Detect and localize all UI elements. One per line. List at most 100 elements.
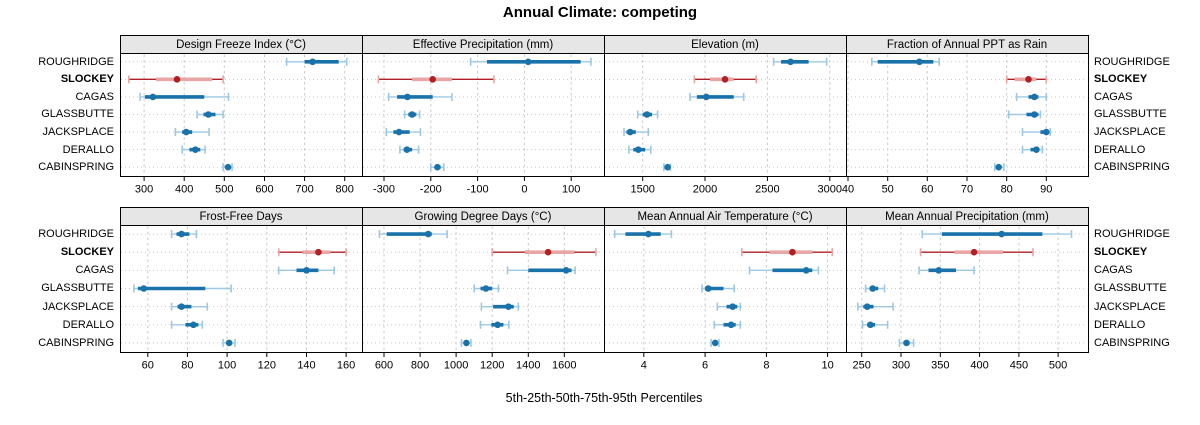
site-label-roughridge: ROUGHRIDGE [38,228,114,241]
axis-tick-label: 400 [970,360,988,372]
median-dot [711,339,719,347]
median-dot [916,58,923,66]
median-dot [178,230,185,238]
median-dot [408,111,416,118]
median-dot [1033,146,1040,153]
median-dot [664,163,671,171]
panel-mean-annual-air-temperature-c: Mean Annual Air Temperature (°C) 4 6 8 10 [604,207,847,372]
axis-tick-label: 400 [175,184,193,196]
axis-tick-label: 500 [1049,360,1067,372]
axis-tick-label: 250 [853,360,871,372]
panel-frost-free-days: Frost-Free Days 60 80 100 120 140 160 [120,207,363,372]
axis-tick-label: 600 [255,184,273,196]
panel-border [846,53,1089,177]
median-dot [424,230,432,238]
median-dot [463,339,470,347]
axis-tick-label: 40 [842,184,854,196]
median-dot [935,267,942,274]
axis-tick-label: 10 [821,360,833,372]
axis-tick-label: 80 [1001,184,1013,196]
site-label-glassbutte: GLASSBUTTE [41,108,114,121]
site-label-cabinspring: CABINSPRING [1094,336,1170,349]
median-dot [395,128,403,136]
axis-tick-label: 120 [258,360,276,372]
site-label-roughridge: ROUGHRIDGE [1094,55,1170,68]
median-dot [178,303,185,310]
axis-tick-label: 60 [142,360,154,372]
median-dot [429,76,436,83]
axis-tick-label: 1600 [552,360,576,372]
median-dot [315,248,322,256]
median-dot [802,267,810,274]
axis-tick-label: 80 [181,360,193,372]
median-dot [173,76,181,83]
axis-tick-label: -100 [467,184,489,196]
median-dot [494,321,501,329]
panel-title: Fraction of Annual PPT as Rain [887,39,1047,51]
median-dot [704,285,712,292]
median-dot [626,128,634,136]
axis-tick-label: 6 [702,360,708,372]
axis-tick-label: 3000 [818,184,842,196]
axis-tick-label: 600 [375,360,393,372]
axis-tick-label: 300 [892,360,910,372]
site-label-cagas: CAGAS [75,264,114,277]
median-dot [970,248,978,256]
site-label-slockey: SLOCKEY [60,246,114,259]
median-dot [787,58,794,66]
axis-tick-label: 800 [336,184,354,196]
panel-title: Elevation (m) [691,39,759,51]
median-dot [729,303,736,310]
axis-tick-label: 1000 [444,360,468,372]
axis-tick-label: 500 [215,184,233,196]
site-label-cagas: CAGAS [75,90,114,103]
panel-title: Design Freeze Index (°C) [176,39,306,51]
site-label-derallo: DERALLO [62,143,114,156]
median-dot [867,321,874,329]
site-label-derallo: DERALLO [1094,318,1146,331]
panel-title: Frost-Free Days [199,211,282,223]
site-label-glassbutte: GLASSBUTTE [41,282,114,295]
axis-tick-label: 700 [295,184,313,196]
median-dot [1031,111,1038,118]
axis-tick-label: 60 [921,184,933,196]
median-dot [524,58,532,66]
axis-tick-label: 2500 [755,184,779,196]
axis-tick-label: 8 [763,360,769,372]
axis-tick-label: 70 [961,184,973,196]
median-dot [482,285,490,292]
median-dot [721,76,729,83]
axis-tick-label: 2000 [693,184,717,196]
median-dot [789,248,796,256]
panel-border [846,225,1089,353]
median-dot [727,321,735,329]
site-label-cagas: CAGAS [1094,90,1133,103]
median-dot [182,128,190,136]
figure-title: Annual Climate: competing [502,4,698,21]
site-label-slockey: SLOCKEY [60,73,114,86]
site-label-roughridge: ROUGHRIDGE [1094,228,1170,241]
site-label-derallo: DERALLO [1094,143,1146,156]
site-label-column-left: ROUGHRIDGE SLOCKEY CAGAS GLASSBUTTE JACKSPLA… [0,53,120,176]
site-label-column-left: ROUGHRIDGE SLOCKEY CAGAS GLASSBUTTE JACKSPLA… [0,225,120,352]
median-dot [995,163,1002,171]
median-dot [505,303,512,310]
panel-title: Effective Precipitation (mm) [413,39,554,51]
axis-tick-label: 90 [1040,184,1052,196]
median-dot [703,93,710,101]
site-label-jacksplace: JACKSPLACE [42,300,114,313]
panel-effective-precipitation-mm: Effective Precipitation (mm) -300 -200 -100… [362,35,605,196]
median-dot [562,267,570,274]
median-dot [544,248,552,256]
site-label-jacksplace: JACKSPLACE [42,126,114,139]
median-dot [1031,93,1038,101]
median-dot [224,163,232,171]
axis-tick-label: 1200 [480,360,504,372]
axis-tick-label: 0 [521,184,527,196]
axis-tick-label: 350 [931,360,949,372]
site-label-slockey: SLOCKEY [1094,73,1148,86]
site-label-jacksplace: JACKSPLACE [1094,126,1166,139]
axis-tick-label: 100 [562,184,580,196]
median-dot [205,111,212,118]
